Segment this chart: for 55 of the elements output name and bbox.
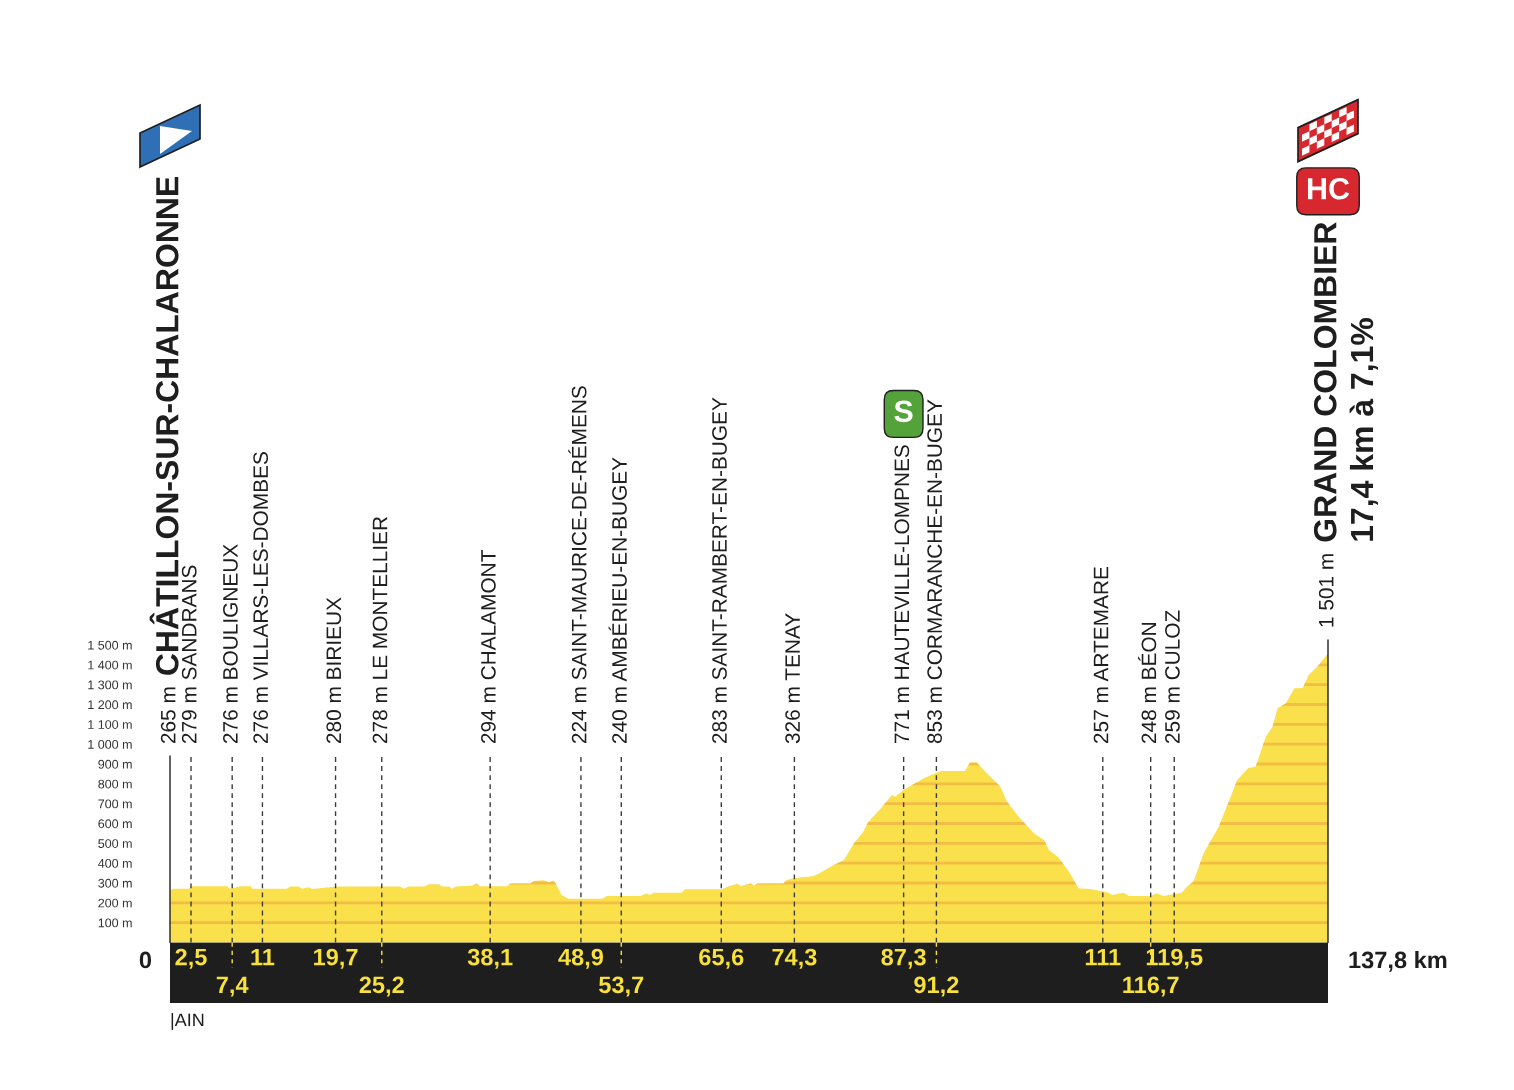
y-tick-label: 700 m bbox=[98, 799, 132, 809]
ref-line-label: 294 m CHALAMONT bbox=[481, 550, 496, 744]
ref-line-label: 1 501 m bbox=[1318, 554, 1334, 627]
ref-line-label: 280 m BIRIEUX bbox=[326, 597, 342, 744]
y-tick-label: 1 500 m bbox=[88, 640, 132, 650]
x2-tick-label: 25,2 bbox=[359, 976, 404, 997]
x-tick-label: 38,1 bbox=[467, 948, 513, 969]
ref-line-label: 853 m CORMARANCHE-EN-BUGEY bbox=[927, 399, 942, 744]
y-tick-label: 500 m bbox=[98, 839, 132, 848]
y-tick-label: 200 m bbox=[98, 898, 132, 908]
x-tick-label: 74,3 bbox=[772, 948, 817, 969]
text: |AIN bbox=[171, 1013, 204, 1030]
x-tick-label: 11 bbox=[251, 948, 275, 966]
x2-tick-label: 116,7 bbox=[1123, 976, 1179, 997]
ref-line-label: 283 m SAINT-RAMBERT-EN-BUGEY bbox=[712, 397, 727, 744]
x-tick-label: 2,5 bbox=[175, 948, 207, 969]
ref-line-label: 265 m bbox=[160, 687, 176, 744]
ref-line-label: 279 m SANDRANS bbox=[181, 565, 197, 744]
ref-line-label: 276 m BOULIGNEUX bbox=[223, 544, 238, 744]
x-tick-label: 48,9 bbox=[558, 948, 604, 969]
text: 0 bbox=[139, 951, 152, 969]
text: GRAND COLOMBIER bbox=[1313, 222, 1337, 542]
annotation: CHÂTILLON-SUR-CHALARONNE bbox=[149, 177, 179, 675]
text: S bbox=[894, 400, 913, 423]
ref-line-label: 326 m TENAY bbox=[785, 613, 800, 744]
ref-line-label: 278 m LE MONTELLIER bbox=[372, 516, 388, 744]
y-tick-label: 600 m bbox=[98, 819, 132, 829]
x2-tick-label: 7,4 bbox=[216, 976, 249, 997]
x2-tick-label: 91,2 bbox=[914, 976, 959, 997]
y-tick-label: 900 m bbox=[98, 759, 132, 769]
text: 137,8 km bbox=[1349, 950, 1447, 972]
y-tick-label: 1 300 m bbox=[88, 680, 132, 690]
y-tick-label: 1 200 m bbox=[88, 700, 132, 710]
y-tick-label: 1 100 m bbox=[88, 720, 132, 729]
ref-line-label: 771 m HAUTEVILLE-LOMPNES bbox=[894, 445, 910, 743]
x-tick-label: 111 bbox=[1085, 948, 1121, 966]
y-tick-label: 100 m bbox=[98, 918, 132, 928]
x-tick-label: 65,6 bbox=[699, 948, 744, 969]
y-tick-label: 300 m bbox=[98, 878, 132, 888]
ref-line-label: 224 m SAINT-MAURICE-DE-RÉMENS bbox=[568, 386, 587, 744]
x-tick-label: 87,3 bbox=[881, 948, 926, 969]
y-tick-label: 400 m bbox=[98, 858, 132, 868]
y-tick-label: 1 400 m bbox=[88, 660, 132, 670]
y-tick-label: 800 m bbox=[98, 779, 132, 789]
ref-line-label: 276 m VILLARS-LES-DOMBES bbox=[253, 452, 269, 744]
ref-line-label: 240 m AMBÉRIEU-EN-BUGEY bbox=[608, 457, 627, 744]
x-tick-label: 119,5 bbox=[1146, 948, 1203, 969]
text: HC bbox=[1307, 177, 1350, 200]
ref-line-label: 259 m CULOZ bbox=[1165, 610, 1180, 744]
ref-line-label: 257 m ARTEMARE bbox=[1093, 567, 1109, 744]
x2-tick-label: 53,7 bbox=[599, 976, 644, 997]
text: 17,4 km à 7,1% bbox=[1349, 318, 1378, 541]
y-tick-label: 1 000 m bbox=[88, 739, 132, 749]
ref-line-label: 248 m BÉON bbox=[1138, 623, 1157, 744]
x-tick-label: 19,7 bbox=[314, 948, 358, 969]
